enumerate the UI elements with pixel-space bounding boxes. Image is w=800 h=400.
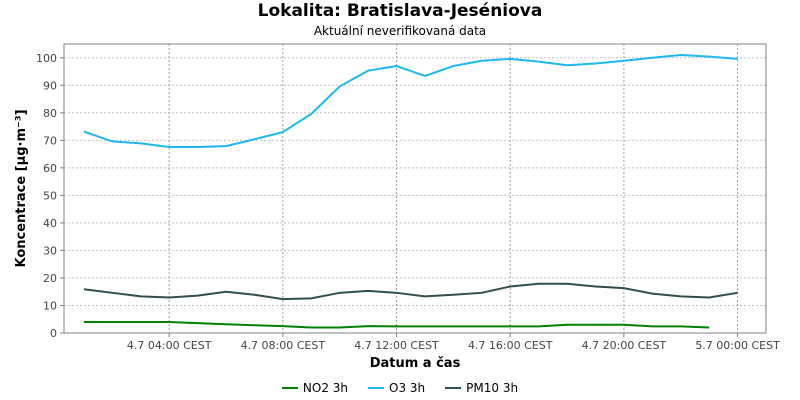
legend-label: NO2 3h (302, 381, 349, 395)
y-axis-label: Koncentrace [µg·m⁻³] (14, 109, 29, 267)
x-tick-label: 4.7 16:00 CEST (468, 339, 553, 352)
y-tick-label: 80 (43, 107, 57, 120)
y-tick-label: 70 (43, 134, 57, 147)
legend-item-no2-3h: NO2 3h (281, 381, 349, 395)
y-tick-label: 0 (50, 327, 57, 340)
legend-swatch (281, 387, 298, 389)
series-lines (83, 54, 738, 329)
y-tick-label: 30 (43, 244, 57, 257)
legend-label: O3 3h (389, 381, 426, 395)
series-line-no2-3h (83, 320, 710, 329)
chart-title: Lokalita: Bratislava-Jeséniova (257, 1, 543, 21)
y-tick-label: 90 (43, 79, 57, 92)
x-tick-label: 4.7 04:00 CEST (127, 339, 212, 352)
y-tick-label: 20 (43, 272, 57, 285)
gridlines (64, 44, 766, 333)
chart-subtitle: Aktuální neverifikovaná data (313, 24, 487, 38)
plot-area (63, 43, 767, 334)
y-tick-label: 40 (43, 217, 57, 230)
legend-item-pm10-3h: PM10 3h (445, 381, 518, 395)
legend-swatch (368, 387, 385, 389)
series-line-pm10-3h (83, 282, 738, 301)
axes: 0 10 20 30 40 50 60 70 80 90 100 4.7 04:00 CEST 4.7 … (36, 52, 780, 352)
x-tick-label: 4.7 12:00 CEST (354, 339, 439, 352)
y-tick-label: 50 (43, 189, 57, 202)
legend-item-o3-3h: O3 3h (368, 381, 425, 395)
legend-swatch (445, 387, 462, 389)
legend: NO2 3h O3 3h PM10 3h (0, 381, 800, 395)
x-tick-label: 5.7 00:00 CEST (695, 339, 780, 352)
x-tick-label: 4.7 20:00 CEST (582, 339, 667, 352)
legend-label: PM10 3h (466, 381, 519, 395)
y-tick-label: 100 (36, 52, 57, 65)
y-tick-label: 60 (43, 162, 57, 175)
series-line-o3-3h (83, 54, 738, 148)
x-axis-label: Datum a čas (370, 356, 461, 371)
x-tick-label: 4.7 08:00 CEST (241, 339, 326, 352)
y-tick-label: 10 (43, 299, 57, 312)
